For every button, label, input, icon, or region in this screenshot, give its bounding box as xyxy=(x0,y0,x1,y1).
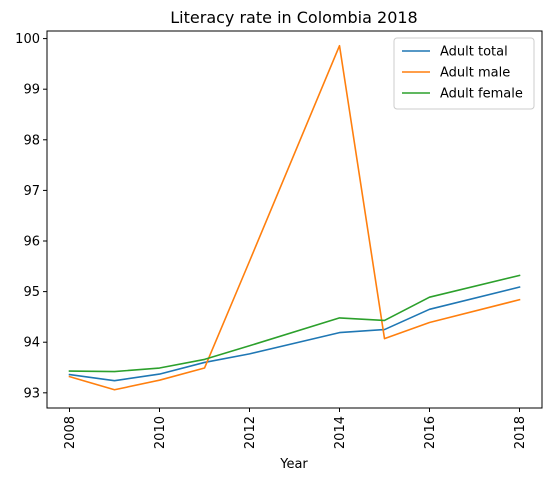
legend-label: Adult male xyxy=(440,66,510,81)
x-tick-label: 2012 xyxy=(243,416,258,449)
series-layer xyxy=(68,44,521,391)
y-axis: 93 94 95 96 97 98 99 100 xyxy=(15,32,47,401)
x-tick-label: 2008 xyxy=(63,416,78,449)
plot-frame xyxy=(46,30,543,409)
series-line-1 xyxy=(68,44,521,391)
x-tick-label: 2018 xyxy=(513,416,528,449)
y-tick-label: 100 xyxy=(15,32,40,47)
y-tick-label: 98 xyxy=(23,133,40,148)
legend-label: Adult female xyxy=(440,87,523,102)
y-tick-label: 97 xyxy=(23,184,40,199)
series-line-2 xyxy=(68,274,521,373)
x-tick-label: 2016 xyxy=(423,416,438,449)
x-axis-label: Year xyxy=(279,457,308,472)
y-tick-label: 94 xyxy=(23,336,40,351)
series-line-0 xyxy=(68,286,521,382)
x-tick-label: 2014 xyxy=(333,416,348,449)
y-tick-label: 99 xyxy=(23,83,40,98)
y-tick-label: 95 xyxy=(23,285,40,300)
y-tick-label: 93 xyxy=(23,386,40,401)
chart-title: Literacy rate in Colombia 2018 xyxy=(170,8,417,27)
y-tick-label: 96 xyxy=(23,235,40,250)
legend-label: Adult total xyxy=(440,45,508,60)
x-axis: 2008 2010 2012 2014 2016 2018 xyxy=(63,408,528,449)
legend-box xyxy=(393,37,535,110)
x-tick-label: 2010 xyxy=(153,416,168,449)
legend: Adult total Adult male Adult female xyxy=(393,37,535,110)
